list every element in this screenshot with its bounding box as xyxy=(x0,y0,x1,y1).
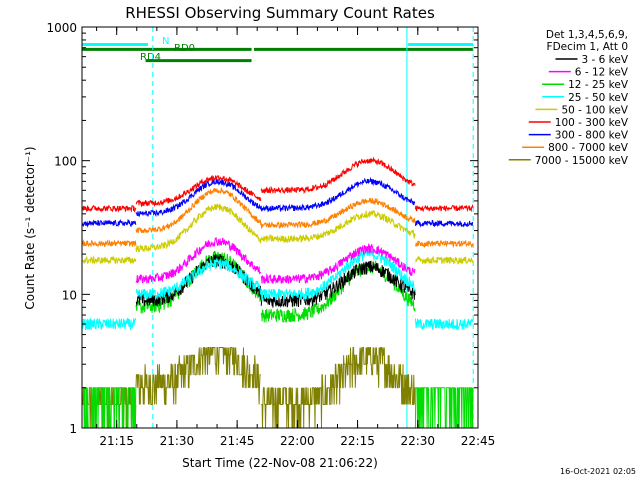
legend-entry-2: 12 - 25 keV xyxy=(568,79,629,91)
y-axis-label: Count Rate (s⁻¹ detector⁻¹) xyxy=(23,146,37,309)
series-line-50-100-kev xyxy=(81,203,474,266)
legend-entry-8: 7000 - 15000 keV xyxy=(535,155,629,167)
legend-header-1: FDecim 1, Att 0 xyxy=(547,41,628,53)
legend-entry-6: 300 - 800 keV xyxy=(555,130,629,142)
axes: 21:15 21:30 21:45 22:00 22:15 22:30 22:45 1 10 10… xyxy=(46,21,495,448)
chart-title: RHESSI Observing Summary Count Rates xyxy=(125,4,435,22)
x-tick-label-6: 22:45 xyxy=(461,434,496,448)
x-tick-label-2: 21:45 xyxy=(220,434,255,448)
legend-header-0: Det 1,3,4,5,6,9, xyxy=(546,29,628,41)
x-tick-label-3: 22:00 xyxy=(280,434,315,448)
y-tick-label-3: 1000 xyxy=(46,21,77,35)
x-tick-label-1: 21:30 xyxy=(160,434,195,448)
footer-timestamp: 16-Oct-2021 02:05 xyxy=(560,467,636,476)
legend-entry-3: 25 - 50 keV xyxy=(568,92,629,104)
legend-entry-5: 100 - 300 keV xyxy=(555,117,629,129)
flag-label-rd0: RD0 xyxy=(174,43,195,54)
series-line-300-800-kev xyxy=(81,176,474,228)
series-line-800-7000-kev xyxy=(81,187,474,249)
legend-entry-0: 3 - 6 keV xyxy=(581,54,628,66)
legend-entry-1: 6 - 12 keV xyxy=(575,67,629,79)
plot-frame xyxy=(81,26,479,429)
y-tick-label-1: 10 xyxy=(62,288,77,302)
series-line-100-300-kev xyxy=(81,156,474,214)
legend-entry-4: 50 - 100 keV xyxy=(561,104,628,116)
y-tick-label-0: 1 xyxy=(69,422,77,436)
series-layer xyxy=(81,156,474,429)
x-tick-label-4: 22:15 xyxy=(340,434,375,448)
legend-entry-7: 800 - 7000 keV xyxy=(548,142,629,154)
flag-label-rd4: RD4 xyxy=(140,52,161,63)
x-tick-label-0: 21:15 xyxy=(99,434,134,448)
legend: Det 1,3,4,5,6,9,FDecim 1, Att 03 - 6 keV… xyxy=(508,29,629,167)
x-axis-label: Start Time (22-Nov-08 21:06:22) xyxy=(182,456,378,470)
flags-layer: N RD0 RD4 xyxy=(82,36,474,63)
series-line-6-12-kev xyxy=(135,237,416,285)
y-tick-label-2: 100 xyxy=(54,155,77,169)
flag-label-n: N xyxy=(162,36,169,47)
x-tick-label-5: 22:30 xyxy=(400,434,435,448)
series-line-25-50-kev xyxy=(81,248,474,331)
